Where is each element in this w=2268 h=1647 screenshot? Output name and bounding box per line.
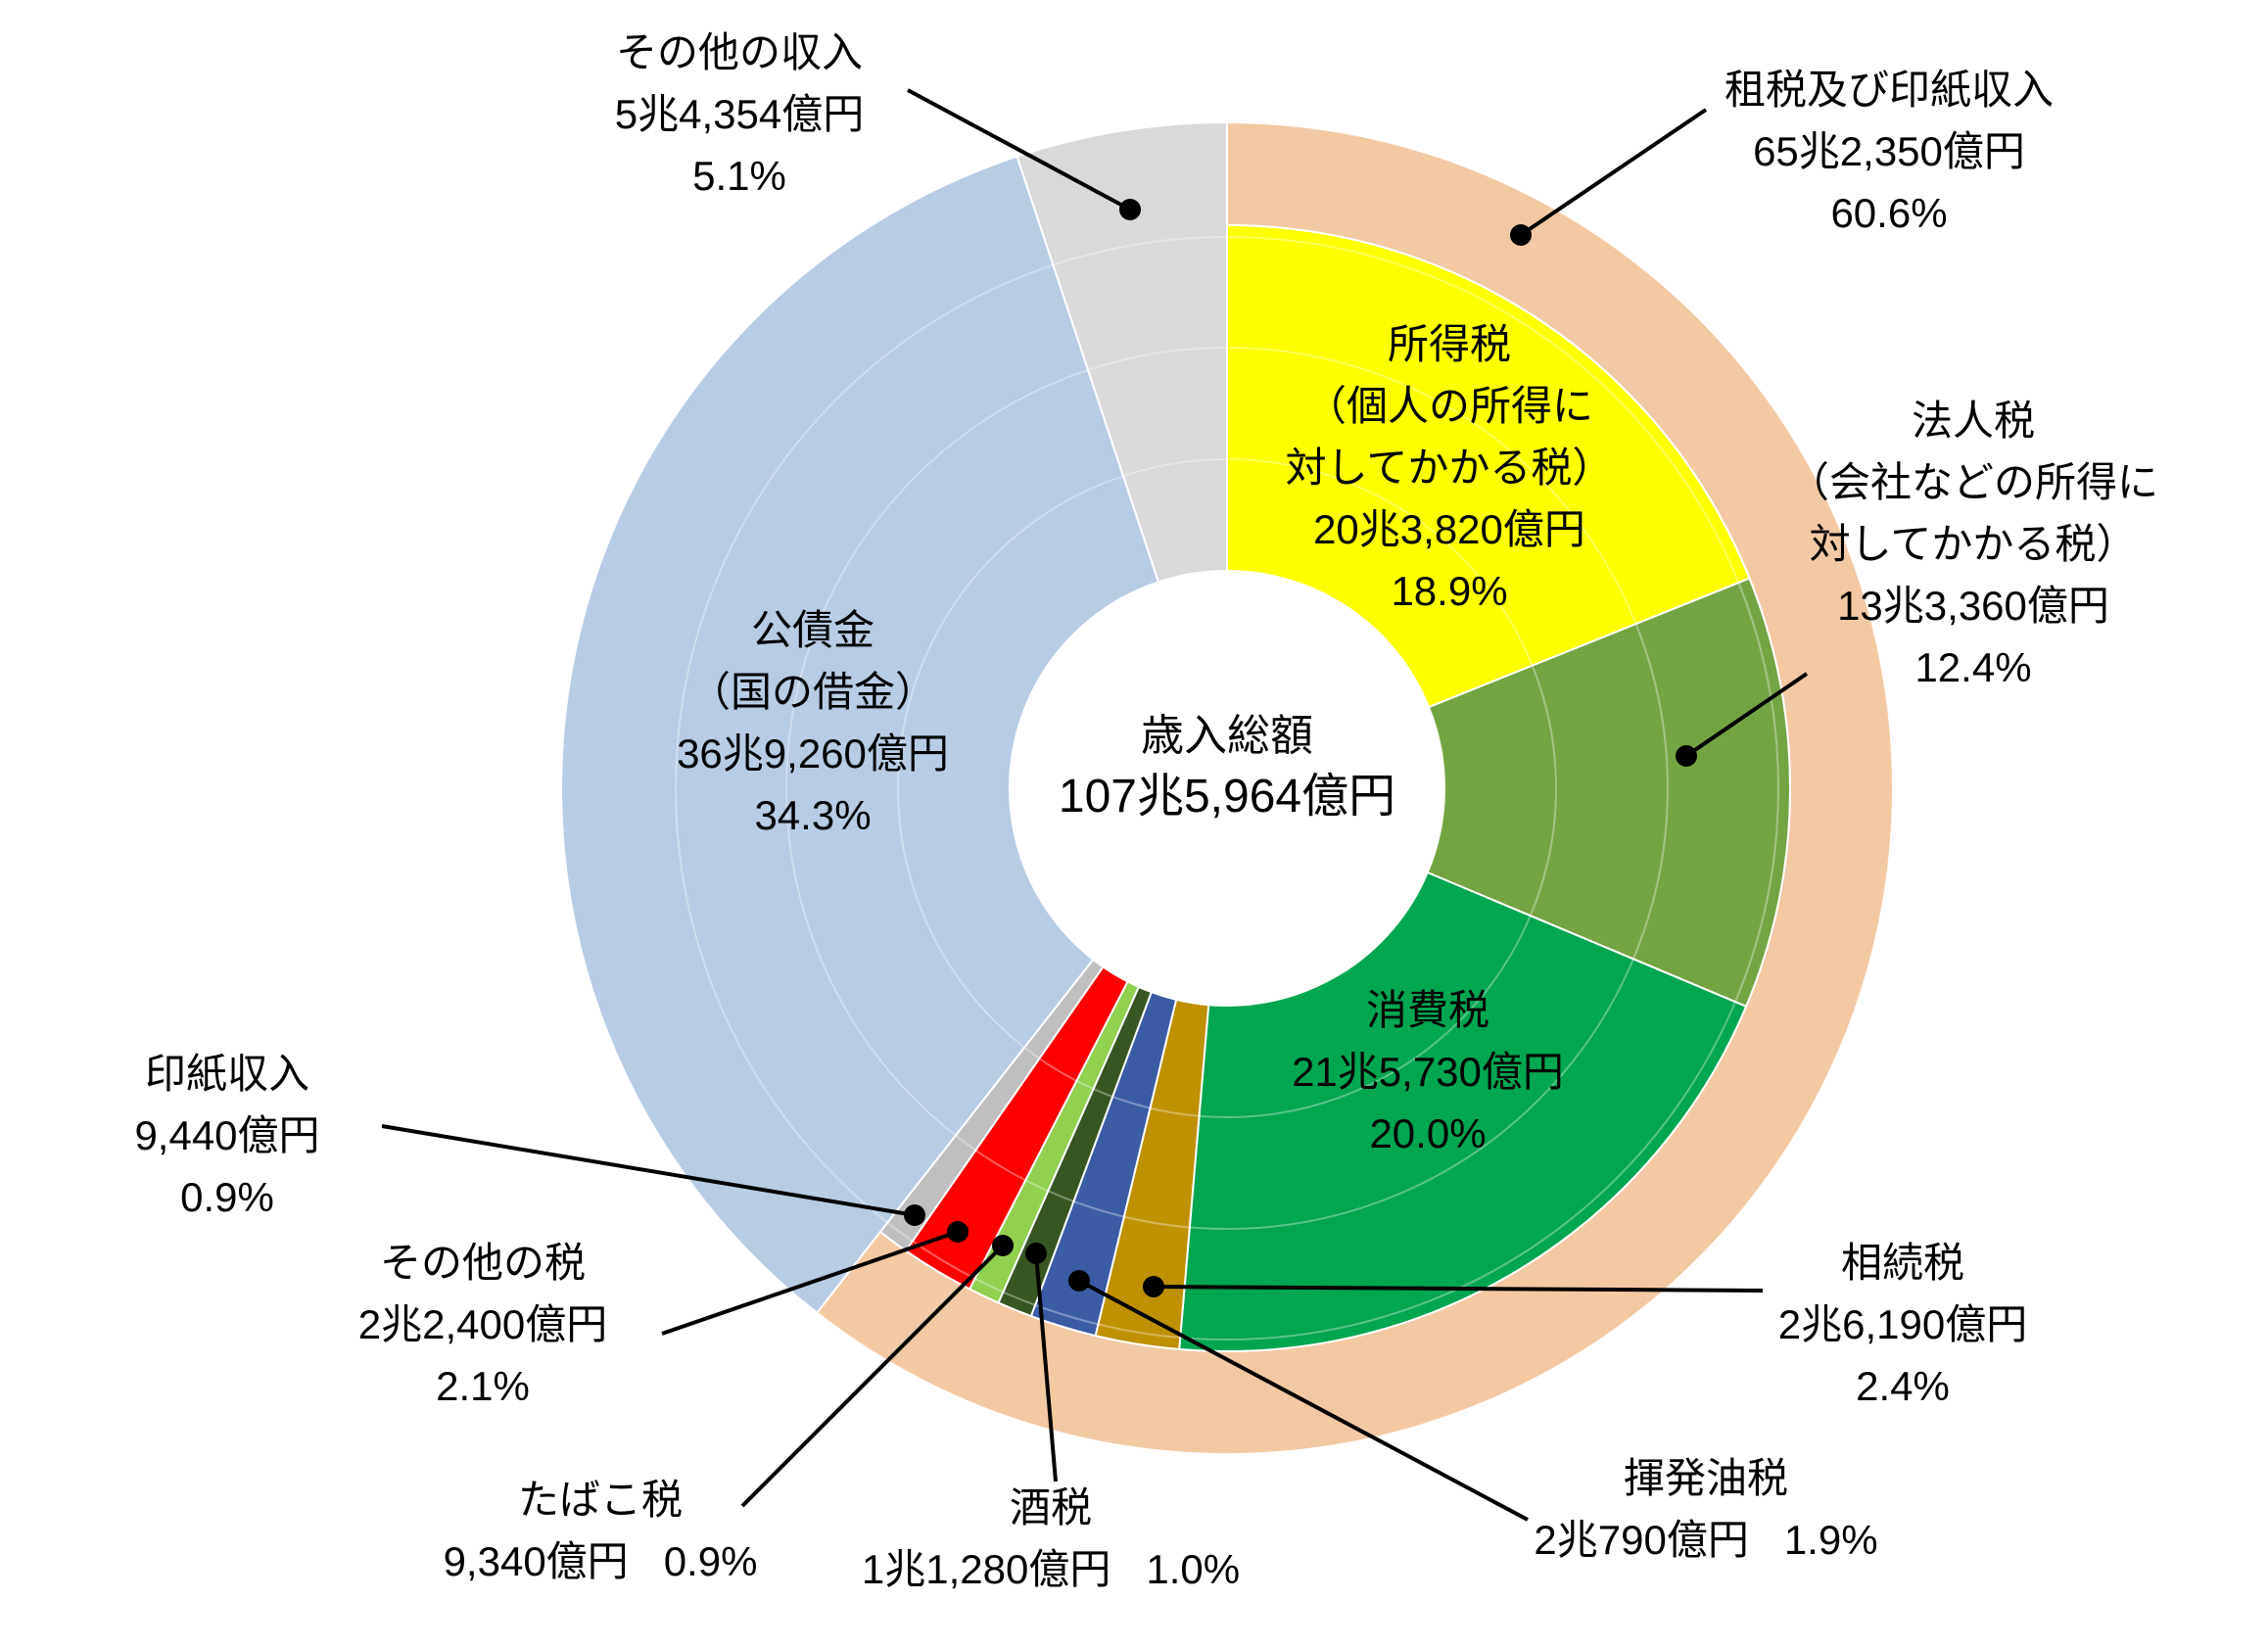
- leader-line-other-revenue: [907, 88, 1131, 212]
- segment-label-consumption-tax-amount: 21兆5,730億円: [1292, 1049, 1564, 1095]
- segment-label-government-bonds-percent: 34.3%: [754, 792, 872, 838]
- leader-line-liquor-tax: [1034, 1252, 1058, 1482]
- callout-corporate-tax-sub1: （会社などの所得に: [1787, 459, 2158, 505]
- chart-center-title: 歳入総額: [1141, 712, 1313, 760]
- callout-stamp-revenue: 印紙収入 9,440億円 0.9%: [12, 1043, 443, 1228]
- callout-corporate-tax-label: 法人税: [1911, 398, 2035, 444]
- callout-tobacco-tax: たばこ税 9,340億円 0.9%: [326, 1469, 874, 1592]
- callout-tax-stamp-total-amount: 65兆2,350億円: [1753, 128, 2025, 174]
- leader-line-inheritance-tax: [1153, 1285, 1764, 1293]
- gridline-circle: [675, 236, 1779, 1341]
- callout-other-taxes: その他の税 2兆2,400億円 2.1%: [209, 1232, 757, 1417]
- segment-label-government-bonds-name: 公債金: [750, 607, 874, 653]
- leader-dot-other-revenue: [1119, 199, 1141, 220]
- callout-gasoline-tax-percent: 1.9%: [1783, 1517, 1878, 1563]
- callout-tobacco-tax-label: たばこ税: [517, 1477, 683, 1523]
- callout-stamp-revenue-percent: 0.9%: [180, 1174, 274, 1220]
- callout-stamp-revenue-amount: 9,440億円: [134, 1112, 320, 1158]
- segment-label-income-tax-name: 所得税: [1387, 321, 1511, 367]
- segment-label-consumption-tax-percent: 20.0%: [1369, 1110, 1487, 1156]
- callout-other-revenue: その他の収入 5兆4,354億円 5.1%: [514, 22, 965, 207]
- segment-label-income-tax-percent: 18.9%: [1391, 568, 1508, 614]
- segment-label-income-tax-amount: 20兆3,820億円: [1313, 506, 1585, 552]
- leader-dot-other-taxes: [947, 1221, 969, 1243]
- callout-tobacco-tax-amount: 9,340億円: [443, 1538, 629, 1584]
- gridline-circle: [897, 458, 1557, 1118]
- leader-dot-stamp-revenue: [904, 1204, 925, 1226]
- leader-dot-gasoline-tax: [1068, 1270, 1090, 1292]
- leader-line-tax-stamp-total: [1519, 108, 1708, 237]
- callout-other-taxes-label: その他の税: [379, 1240, 586, 1286]
- leader-line-stamp-revenue: [381, 1124, 916, 1217]
- segment-label-government-bonds-amount: 36兆9,260億円: [677, 730, 949, 776]
- segment-label-income-tax-sub1: （個人の所得に: [1304, 383, 1593, 429]
- segment-label-consumption-tax-name: 消費税: [1365, 987, 1489, 1033]
- callout-inheritance-tax-percent: 2.4%: [1856, 1363, 1950, 1409]
- leader-dot-tobacco-tax: [992, 1235, 1014, 1256]
- callout-liquor-tax-amount: 1兆1,280億円: [861, 1546, 1111, 1592]
- callout-corporate-tax-percent: 12.4%: [1914, 644, 2032, 690]
- callout-corporate-tax-amount: 13兆3,360億円: [1837, 583, 2109, 629]
- callout-tax-stamp-total-percent: 60.6%: [1830, 190, 1948, 236]
- leader-dot-tax-stamp-total: [1510, 224, 1532, 246]
- segment-other-revenue: [1016, 120, 1228, 584]
- callout-other-revenue-percent: 5.1%: [692, 153, 786, 199]
- callout-tax-stamp-total: 租税及び印紙収入 65兆2,350億円 60.6%: [1615, 59, 2163, 244]
- callout-stamp-revenue-label: 印紙収入: [144, 1051, 309, 1097]
- callout-tobacco-tax-percent: 0.9%: [663, 1538, 758, 1584]
- leader-dot-corporate-tax: [1676, 745, 1697, 767]
- leader-dot-inheritance-tax: [1143, 1276, 1164, 1297]
- callout-tax-stamp-total-label: 租税及び印紙収入: [1724, 67, 2054, 113]
- leader-line-other-taxes: [661, 1230, 959, 1336]
- callout-corporate-tax-sub2: 対してかかる税）: [1809, 521, 2138, 567]
- callout-liquor-tax: 酒税 1兆1,280億円 1.0%: [757, 1477, 1345, 1600]
- callout-gasoline-tax-amount: 2兆790億円: [1534, 1517, 1749, 1563]
- callout-liquor-tax-label: 酒税: [1009, 1484, 1092, 1530]
- callout-gasoline-tax: 揮発油税 2兆790億円 1.9%: [1412, 1447, 2000, 1571]
- callout-corporate-tax: 法人税 （会社などの所得に 対してかかる税） 13兆3,360億円 12.4%: [1679, 390, 2267, 698]
- segment-label-income-tax-sub2: 対してかかる税）: [1285, 445, 1614, 491]
- segment-label-government-bonds: 公債金 （国の借金） 36兆9,260億円 34.3%: [519, 599, 1107, 846]
- segment-income-tax: [1226, 223, 1751, 709]
- chart-center-total: 107兆5,964億円: [1058, 771, 1396, 823]
- callout-other-taxes-amount: 2兆2,400億円: [357, 1301, 608, 1347]
- callout-inheritance-tax-amount: 2兆6,190億円: [1777, 1301, 2028, 1347]
- gridline-circle: [785, 347, 1669, 1230]
- leader-line-gasoline-tax: [1078, 1279, 1529, 1522]
- leader-dot-liquor-tax: [1025, 1243, 1047, 1264]
- callout-inheritance-tax-label: 相続税: [1840, 1240, 1964, 1286]
- segment-consumption-tax: [1178, 871, 1748, 1352]
- callout-liquor-tax-percent: 1.0%: [1146, 1546, 1241, 1592]
- leader-line-tobacco-tax: [740, 1244, 1005, 1508]
- segment-label-income-tax: 所得税 （個人の所得に 対してかかる税） 20兆3,820億円 18.9%: [1156, 313, 1743, 622]
- leader-line-corporate-tax: [1684, 672, 1809, 758]
- segment-label-consumption-tax: 消費税 21兆5,730億円 20.0%: [1134, 979, 1722, 1164]
- chart-center-label: 歳入総額 107兆5,964億円: [933, 707, 1521, 828]
- callout-gasoline-tax-value-row: 2兆790億円 1.9%: [1412, 1509, 2000, 1571]
- segment-government-bonds: [560, 155, 1160, 1315]
- callout-other-taxes-percent: 2.1%: [436, 1363, 530, 1409]
- callout-liquor-tax-value-row: 1兆1,280億円 1.0%: [757, 1538, 1345, 1600]
- callout-inheritance-tax: 相続税 2兆6,190億円 2.4%: [1629, 1232, 2177, 1417]
- segment-label-government-bonds-sub: （国の借金）: [688, 669, 936, 715]
- callout-tobacco-tax-value-row: 9,340億円 0.9%: [326, 1530, 874, 1592]
- callout-other-revenue-amount: 5兆4,354億円: [614, 91, 865, 137]
- callout-other-revenue-label: その他の収入: [615, 29, 863, 75]
- callout-gasoline-tax-label: 揮発油税: [1623, 1455, 1788, 1501]
